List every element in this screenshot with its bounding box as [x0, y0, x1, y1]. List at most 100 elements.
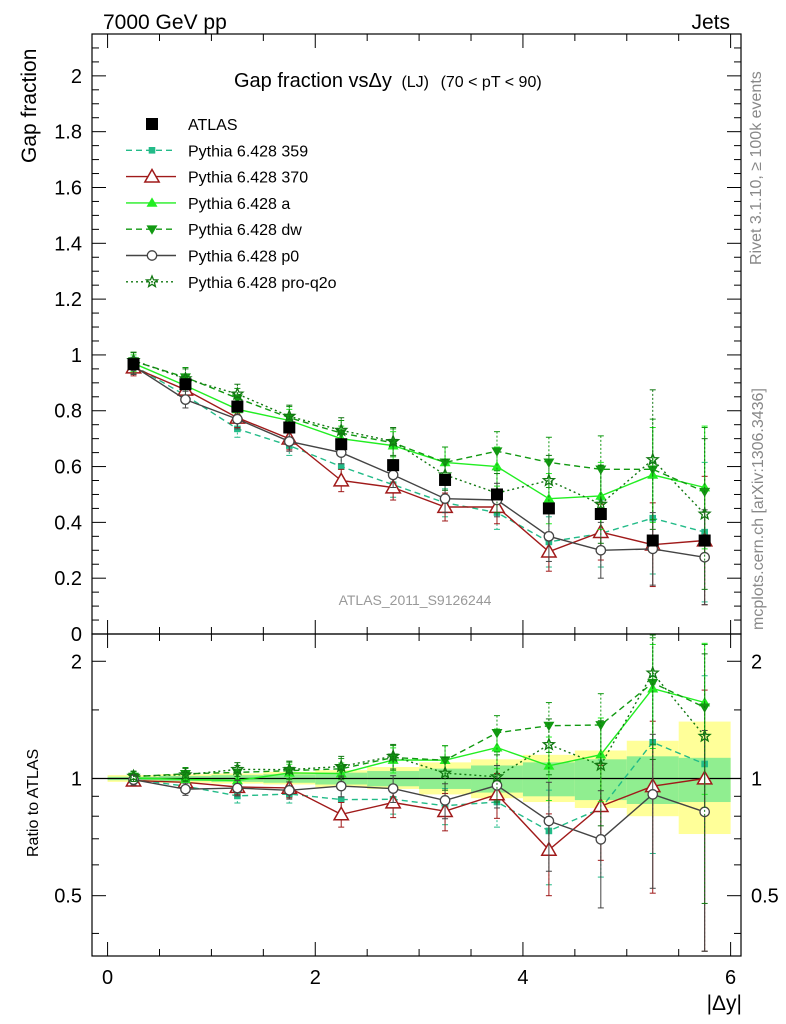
legend-label: Pythia 6.428 dw	[188, 222, 302, 239]
series-point	[543, 493, 555, 503]
y-axis-label: Gap fraction	[18, 49, 41, 163]
legend-item: Pythia 6.428 p0	[126, 249, 299, 266]
ratio-series-point	[697, 728, 712, 743]
ratio-series-point	[178, 767, 193, 781]
series-point	[282, 408, 297, 423]
ratio-series-point	[439, 756, 451, 766]
y-tick-label: 0	[71, 624, 82, 646]
series-point	[645, 451, 660, 466]
ratio-series-point	[543, 760, 555, 770]
data-point	[335, 438, 348, 451]
ratio-series-point	[543, 721, 555, 732]
ratio-series-line	[133, 671, 706, 778]
series-line	[133, 360, 705, 493]
series-line	[133, 359, 706, 515]
ratio-y-axis-label: Ratio to ATLAS	[25, 749, 42, 857]
ratio-series-point	[126, 768, 141, 783]
ratio-panel-frame	[91, 633, 742, 957]
ratio-series-point	[337, 796, 345, 803]
data-point	[179, 378, 192, 391]
legend-label: Pythia 6.428 pro-q2o	[188, 275, 337, 292]
chart-title-main: Gap fraction vsΔy	[234, 70, 392, 92]
data-point	[698, 534, 711, 547]
ratio-series-point	[230, 761, 245, 776]
series-pythia-6-428-pro-q2o	[126, 351, 712, 590]
ratio-series-point	[333, 758, 349, 773]
ratio-panel-axes: 0.5 0.5 1 1 2 2 0 2 4 6	[54, 633, 779, 989]
ratio-series-pythia-6-428-pro-q2o	[126, 634, 712, 904]
series-point	[283, 436, 295, 447]
series-point	[337, 463, 345, 470]
ratio-tick-label-right: 2	[751, 651, 762, 673]
y-tick-label: 1.6	[54, 177, 82, 199]
series-point	[439, 493, 451, 504]
legend: ATLAS Pythia 6.428 359 Pythia 6.428 370 Pyt…	[126, 117, 337, 292]
ratio-tick-label: 0.5	[54, 886, 82, 908]
ratio-series-point	[491, 742, 503, 752]
y-tick-label: 2	[71, 66, 82, 88]
y-tick-label: 1.4	[54, 233, 82, 255]
series-point	[333, 422, 349, 437]
ratio-series-pythia-6-428-359	[130, 675, 708, 952]
ratio-series-line	[133, 687, 705, 782]
ratio-series-point	[645, 665, 660, 680]
legend-marker	[146, 118, 158, 130]
ratio-series-point	[491, 728, 503, 739]
ratio-series-line	[133, 681, 705, 778]
x-tick-label: 4	[517, 967, 528, 989]
ratio-series-point	[437, 765, 453, 780]
series-line	[133, 366, 705, 553]
ratio-series-point	[232, 782, 243, 794]
ratio-series-point	[335, 780, 347, 792]
series-pythia-6-428-359	[130, 356, 708, 603]
y-tick-label: 0.6	[54, 457, 82, 479]
ratio-panel-bands	[107, 721, 731, 835]
ratio-series-point	[593, 757, 608, 772]
ratio-series-pythia-6-428-370	[125, 689, 714, 952]
data-point	[231, 400, 244, 413]
legend-item: Pythia 6.428 359	[126, 143, 308, 160]
data-point	[646, 534, 659, 547]
ratio-series-point	[282, 762, 297, 776]
series-line	[133, 364, 705, 543]
ratio-series-point	[595, 834, 607, 845]
series-point	[491, 447, 503, 457]
series-point	[332, 471, 350, 487]
mcplots-label: mcplots.cern.ch [arXiv:1306.3436]	[750, 388, 767, 630]
ratio-series-point	[180, 783, 191, 795]
ratio-series-point	[541, 737, 557, 751]
ratio-series-point	[387, 783, 399, 794]
series-point	[385, 433, 401, 448]
analysis-label: ATLAS_2011_S9126244	[339, 592, 492, 608]
legend-label: Pythia 6.428 370	[188, 170, 308, 187]
series-point	[593, 496, 608, 511]
data-point	[439, 473, 452, 486]
legend-label: Pythia 6.428 a	[188, 196, 290, 213]
legend-label: ATLAS	[188, 117, 238, 134]
legend-marker	[148, 147, 156, 154]
series-point	[697, 506, 712, 521]
x-axis-label: |Δy|	[707, 992, 742, 1015]
series-point	[541, 472, 557, 487]
main-panel-series	[125, 351, 714, 606]
data-point	[283, 421, 296, 434]
ratio-panel-series	[125, 634, 714, 952]
legend-item: Pythia 6.428 dw	[126, 222, 302, 239]
series-point	[491, 461, 503, 471]
data-point	[127, 358, 140, 371]
ratio-tick-label: 1	[71, 768, 82, 790]
series-line	[133, 362, 705, 500]
series-point	[543, 458, 555, 468]
y-tick-label: 0.4	[54, 512, 82, 534]
series-pythia-6-428-p0	[128, 357, 710, 606]
process-label: Jets	[691, 11, 730, 34]
y-tick-label: 1.8	[54, 122, 82, 144]
energy-label: 7000 GeV pp	[103, 11, 227, 34]
series-point	[230, 386, 245, 401]
data-series-atlas	[127, 358, 711, 547]
x-tick-label: 2	[310, 967, 321, 989]
legend-label: Pythia 6.428 359	[188, 143, 308, 160]
ratio-series-point	[647, 789, 659, 800]
chart-title-range: (70 < pT < 90)	[441, 74, 542, 91]
legend-marker	[144, 274, 160, 288]
